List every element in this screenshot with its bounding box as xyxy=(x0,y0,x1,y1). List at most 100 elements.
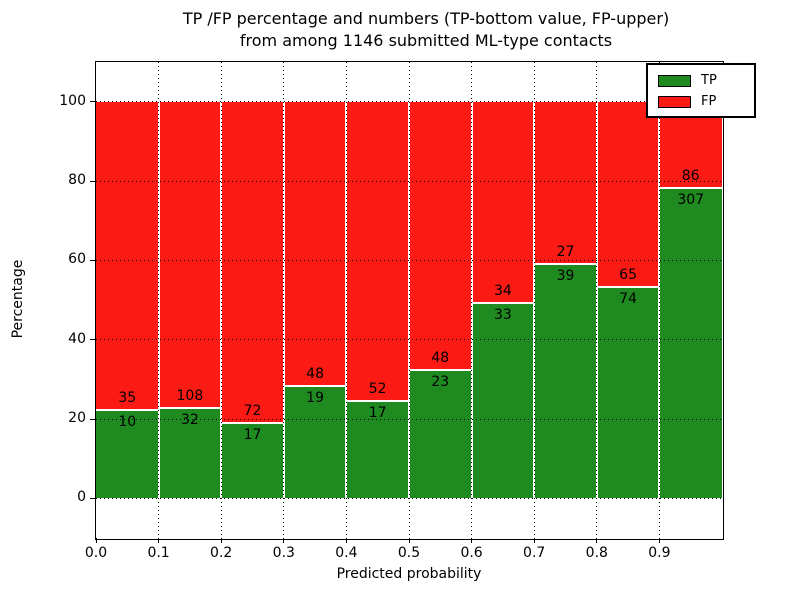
vertical-gridline xyxy=(345,62,347,538)
vertical-gridline xyxy=(533,62,535,538)
fp-bar-segment xyxy=(221,101,284,423)
bar-segment-divider xyxy=(158,406,222,409)
bar-segment-divider xyxy=(96,409,159,412)
x-tick-mark xyxy=(345,538,347,543)
horizontal-gridline xyxy=(96,497,722,499)
bar-segment-divider xyxy=(283,384,347,387)
y-tick-mark xyxy=(90,497,95,499)
tp-bar-segment xyxy=(471,302,535,499)
tp-count-label: 307 xyxy=(677,192,705,209)
tp-bar-segment xyxy=(346,400,409,499)
tp-bar-segment xyxy=(409,369,472,499)
legend: TP FP xyxy=(646,63,756,118)
fp-count-label: 34 xyxy=(493,282,512,299)
x-tick-label: 0.3 xyxy=(272,545,295,561)
vertical-gridline xyxy=(158,62,160,538)
bar-segment-divider xyxy=(221,421,284,424)
y-tick-mark xyxy=(90,259,95,261)
chart-title-line1: TP /FP percentage and numbers (TP-bottom… xyxy=(182,9,670,28)
y-tick-label: 0 xyxy=(77,489,86,506)
y-tick-label: 20 xyxy=(68,410,86,426)
x-tick-label: 0.9 xyxy=(648,545,671,561)
bar-segment-divider xyxy=(534,262,597,265)
fp-count-label: 48 xyxy=(431,349,450,366)
x-tick-mark xyxy=(95,538,97,543)
horizontal-gridline xyxy=(96,180,722,182)
y-tick-label: 100 xyxy=(59,92,86,109)
fp-legend-swatch-icon xyxy=(658,95,691,108)
fp-count-label: 48 xyxy=(306,365,324,382)
fp-bar-segment xyxy=(534,101,597,264)
y-tick-mark xyxy=(90,101,95,103)
x-tick-mark xyxy=(596,538,598,543)
vertical-gridline xyxy=(408,62,410,538)
fp-bar-segment xyxy=(471,101,535,303)
x-tick-mark xyxy=(471,538,473,543)
x-tick-mark xyxy=(283,538,285,543)
y-tick-mark xyxy=(90,339,95,341)
y-tick-label: 40 xyxy=(68,330,86,347)
tp-bar-segment xyxy=(96,410,159,499)
x-tick-mark xyxy=(408,538,410,543)
fp-count-label: 65 xyxy=(619,267,637,284)
fp-count-label: 27 xyxy=(556,243,575,260)
tp-bar-segment xyxy=(534,263,597,499)
fp-bar-segment xyxy=(596,101,660,288)
y-tick-mark xyxy=(90,418,95,420)
fp-count-label: 72 xyxy=(243,402,262,419)
tp-count-label: 33 xyxy=(493,306,512,323)
x-tick-label: 0.0 xyxy=(84,545,108,561)
x-tick-mark xyxy=(533,538,535,543)
bar-segment-divider xyxy=(596,286,660,289)
x-tick-label: 0.5 xyxy=(397,545,421,561)
fp-count-label: 108 xyxy=(176,387,204,404)
fp-count-label: 86 xyxy=(681,168,700,185)
tp-bar-segment xyxy=(659,188,722,499)
tp-bar-segment xyxy=(221,422,284,499)
horizontal-gridline xyxy=(96,339,722,341)
legend-item-tp: TP xyxy=(658,70,746,91)
y-tick-label: 60 xyxy=(68,251,86,268)
x-tick-label: 0.8 xyxy=(585,545,608,561)
legend-label-fp: FP xyxy=(701,94,717,109)
fp-count-label: 52 xyxy=(368,380,387,397)
horizontal-gridline xyxy=(96,101,722,103)
x-tick-label: 0.7 xyxy=(523,545,546,561)
tp-count-label: 17 xyxy=(243,426,262,443)
bar-segment-divider xyxy=(346,399,409,402)
legend-item-fp: FP xyxy=(658,91,746,112)
x-tick-label: 0.6 xyxy=(460,545,483,561)
tp-count-label: 39 xyxy=(556,267,575,284)
tp-bar-segment xyxy=(158,407,222,499)
y-tick-label: 80 xyxy=(68,172,86,188)
fp-bar-segment xyxy=(158,101,222,408)
vertical-gridline xyxy=(220,62,222,538)
y-axis-label: Percentage xyxy=(10,259,26,339)
x-tick-label: 0.1 xyxy=(147,545,170,561)
bar-segment-divider xyxy=(659,187,722,190)
tp-count-label: 32 xyxy=(180,411,199,428)
tp-count-label: 17 xyxy=(368,404,387,421)
tp-count-label: 74 xyxy=(619,291,637,308)
fp-bar-segment xyxy=(96,101,159,411)
chart-title-line2: from among 1146 submitted ML-type contac… xyxy=(239,31,613,50)
horizontal-gridline xyxy=(96,259,722,261)
x-tick-label: 0.2 xyxy=(210,545,233,561)
bar-segment-divider xyxy=(409,368,472,371)
vertical-gridline xyxy=(283,62,285,538)
x-axis-label: Predicted probability xyxy=(336,566,482,582)
fp-bar-segment xyxy=(409,101,472,370)
tp-count-label: 10 xyxy=(118,414,137,431)
horizontal-gridline xyxy=(96,418,722,420)
bar-segment-divider xyxy=(471,301,535,304)
vertical-gridline xyxy=(471,62,473,538)
vertical-gridline xyxy=(658,62,660,538)
fp-bar-segment xyxy=(283,101,347,386)
legend-label-tp: TP xyxy=(701,73,717,88)
chart-title: TP /FP percentage and numbers (TP-bottom… xyxy=(26,8,800,52)
x-tick-mark xyxy=(658,538,660,543)
x-tick-label: 0.4 xyxy=(335,545,358,561)
vertical-gridline xyxy=(596,62,598,538)
tp-count-label: 19 xyxy=(306,389,324,406)
x-tick-mark xyxy=(220,538,222,543)
